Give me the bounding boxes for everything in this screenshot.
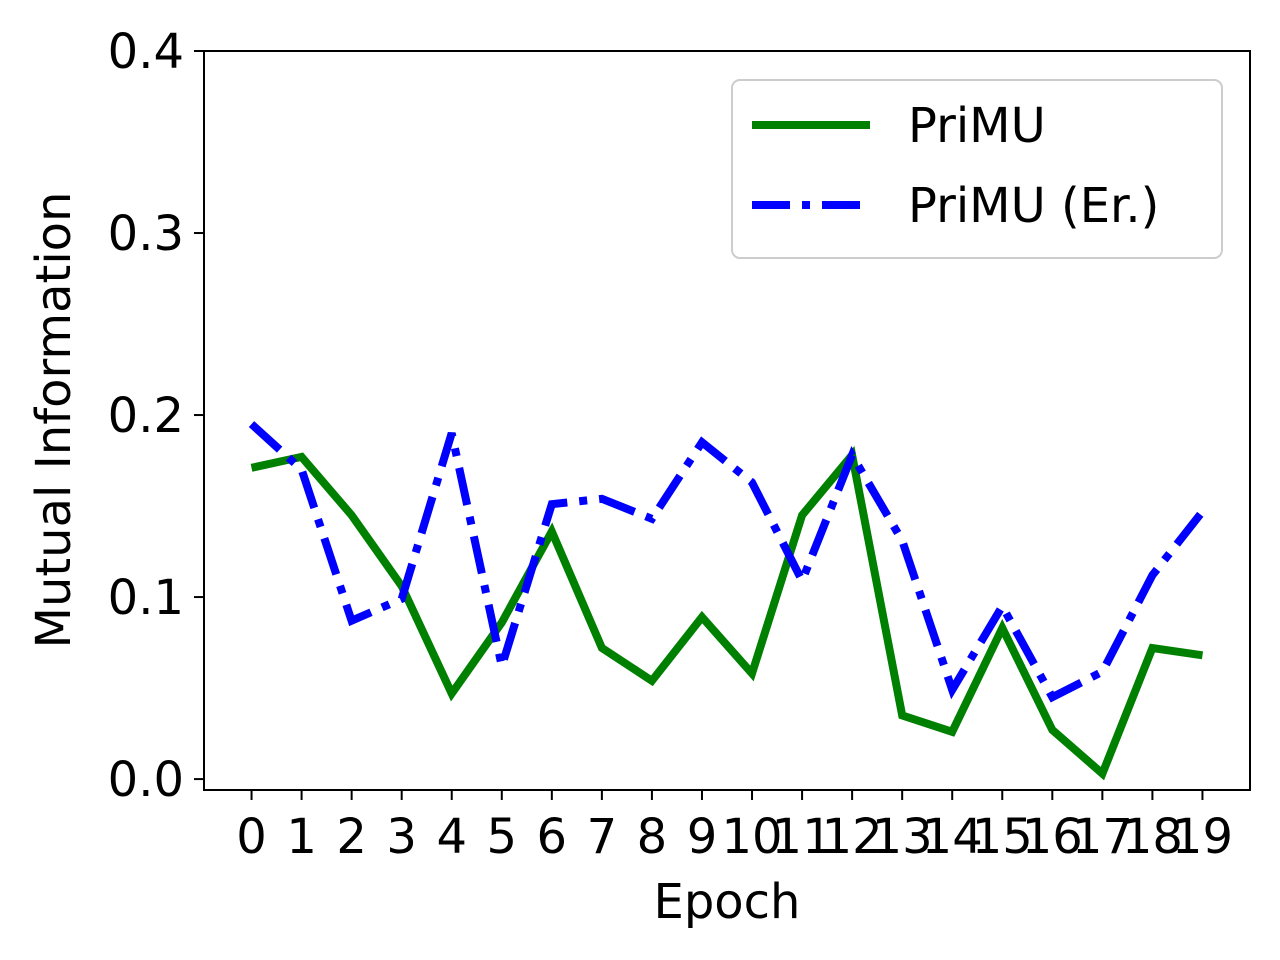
x-tick-label: 10 [721, 809, 782, 865]
x-tick-label: 0 [236, 809, 267, 865]
x-tick-label: 1 [286, 809, 317, 865]
x-axis-label: Epoch [654, 874, 801, 930]
x-tick-label: 17 [1072, 809, 1133, 865]
x-tick-label: 4 [436, 809, 467, 865]
y-tick-label: 0.3 [108, 206, 184, 262]
y-axis-label: Mutual Information [26, 192, 82, 649]
y-tick-label: 0.2 [108, 388, 184, 444]
x-tick-label: 14 [922, 809, 983, 865]
x-tick-label: 5 [487, 809, 518, 865]
x-tick-label: 19 [1172, 809, 1233, 865]
x-tick-label: 11 [772, 809, 833, 865]
x-tick-label: 7 [587, 809, 618, 865]
legend-label-primu-er: PriMU (Er.) [908, 178, 1159, 234]
x-tick-label: 9 [687, 809, 718, 865]
x-tick-label: 13 [872, 809, 933, 865]
x-tick-label: 3 [386, 809, 417, 865]
plot-frame [203, 50, 1251, 791]
y-tick-label: 0.0 [108, 752, 184, 808]
x-tick-label: 15 [972, 809, 1033, 865]
y-axis-ticks: 0.0 0.1 0.2 0.3 0.4 [108, 24, 204, 808]
x-tick-label: 18 [1122, 809, 1183, 865]
series-line-primu [250, 446, 1204, 781]
x-tick-label: 6 [537, 809, 568, 865]
legend: PriMU PriMU (Er.) [731, 79, 1223, 259]
series-line-primu-er [248, 421, 1206, 703]
plot-lines [248, 421, 1206, 781]
y-tick-label: 0.4 [108, 24, 184, 80]
x-tick-label: 12 [822, 809, 883, 865]
legend-label-primu: PriMU [908, 98, 1046, 154]
x-tick-label: 16 [1022, 809, 1083, 865]
y-tick-label: 0.1 [108, 570, 184, 626]
x-tick-label: 8 [637, 809, 668, 865]
x-tick-label: 2 [336, 809, 367, 865]
